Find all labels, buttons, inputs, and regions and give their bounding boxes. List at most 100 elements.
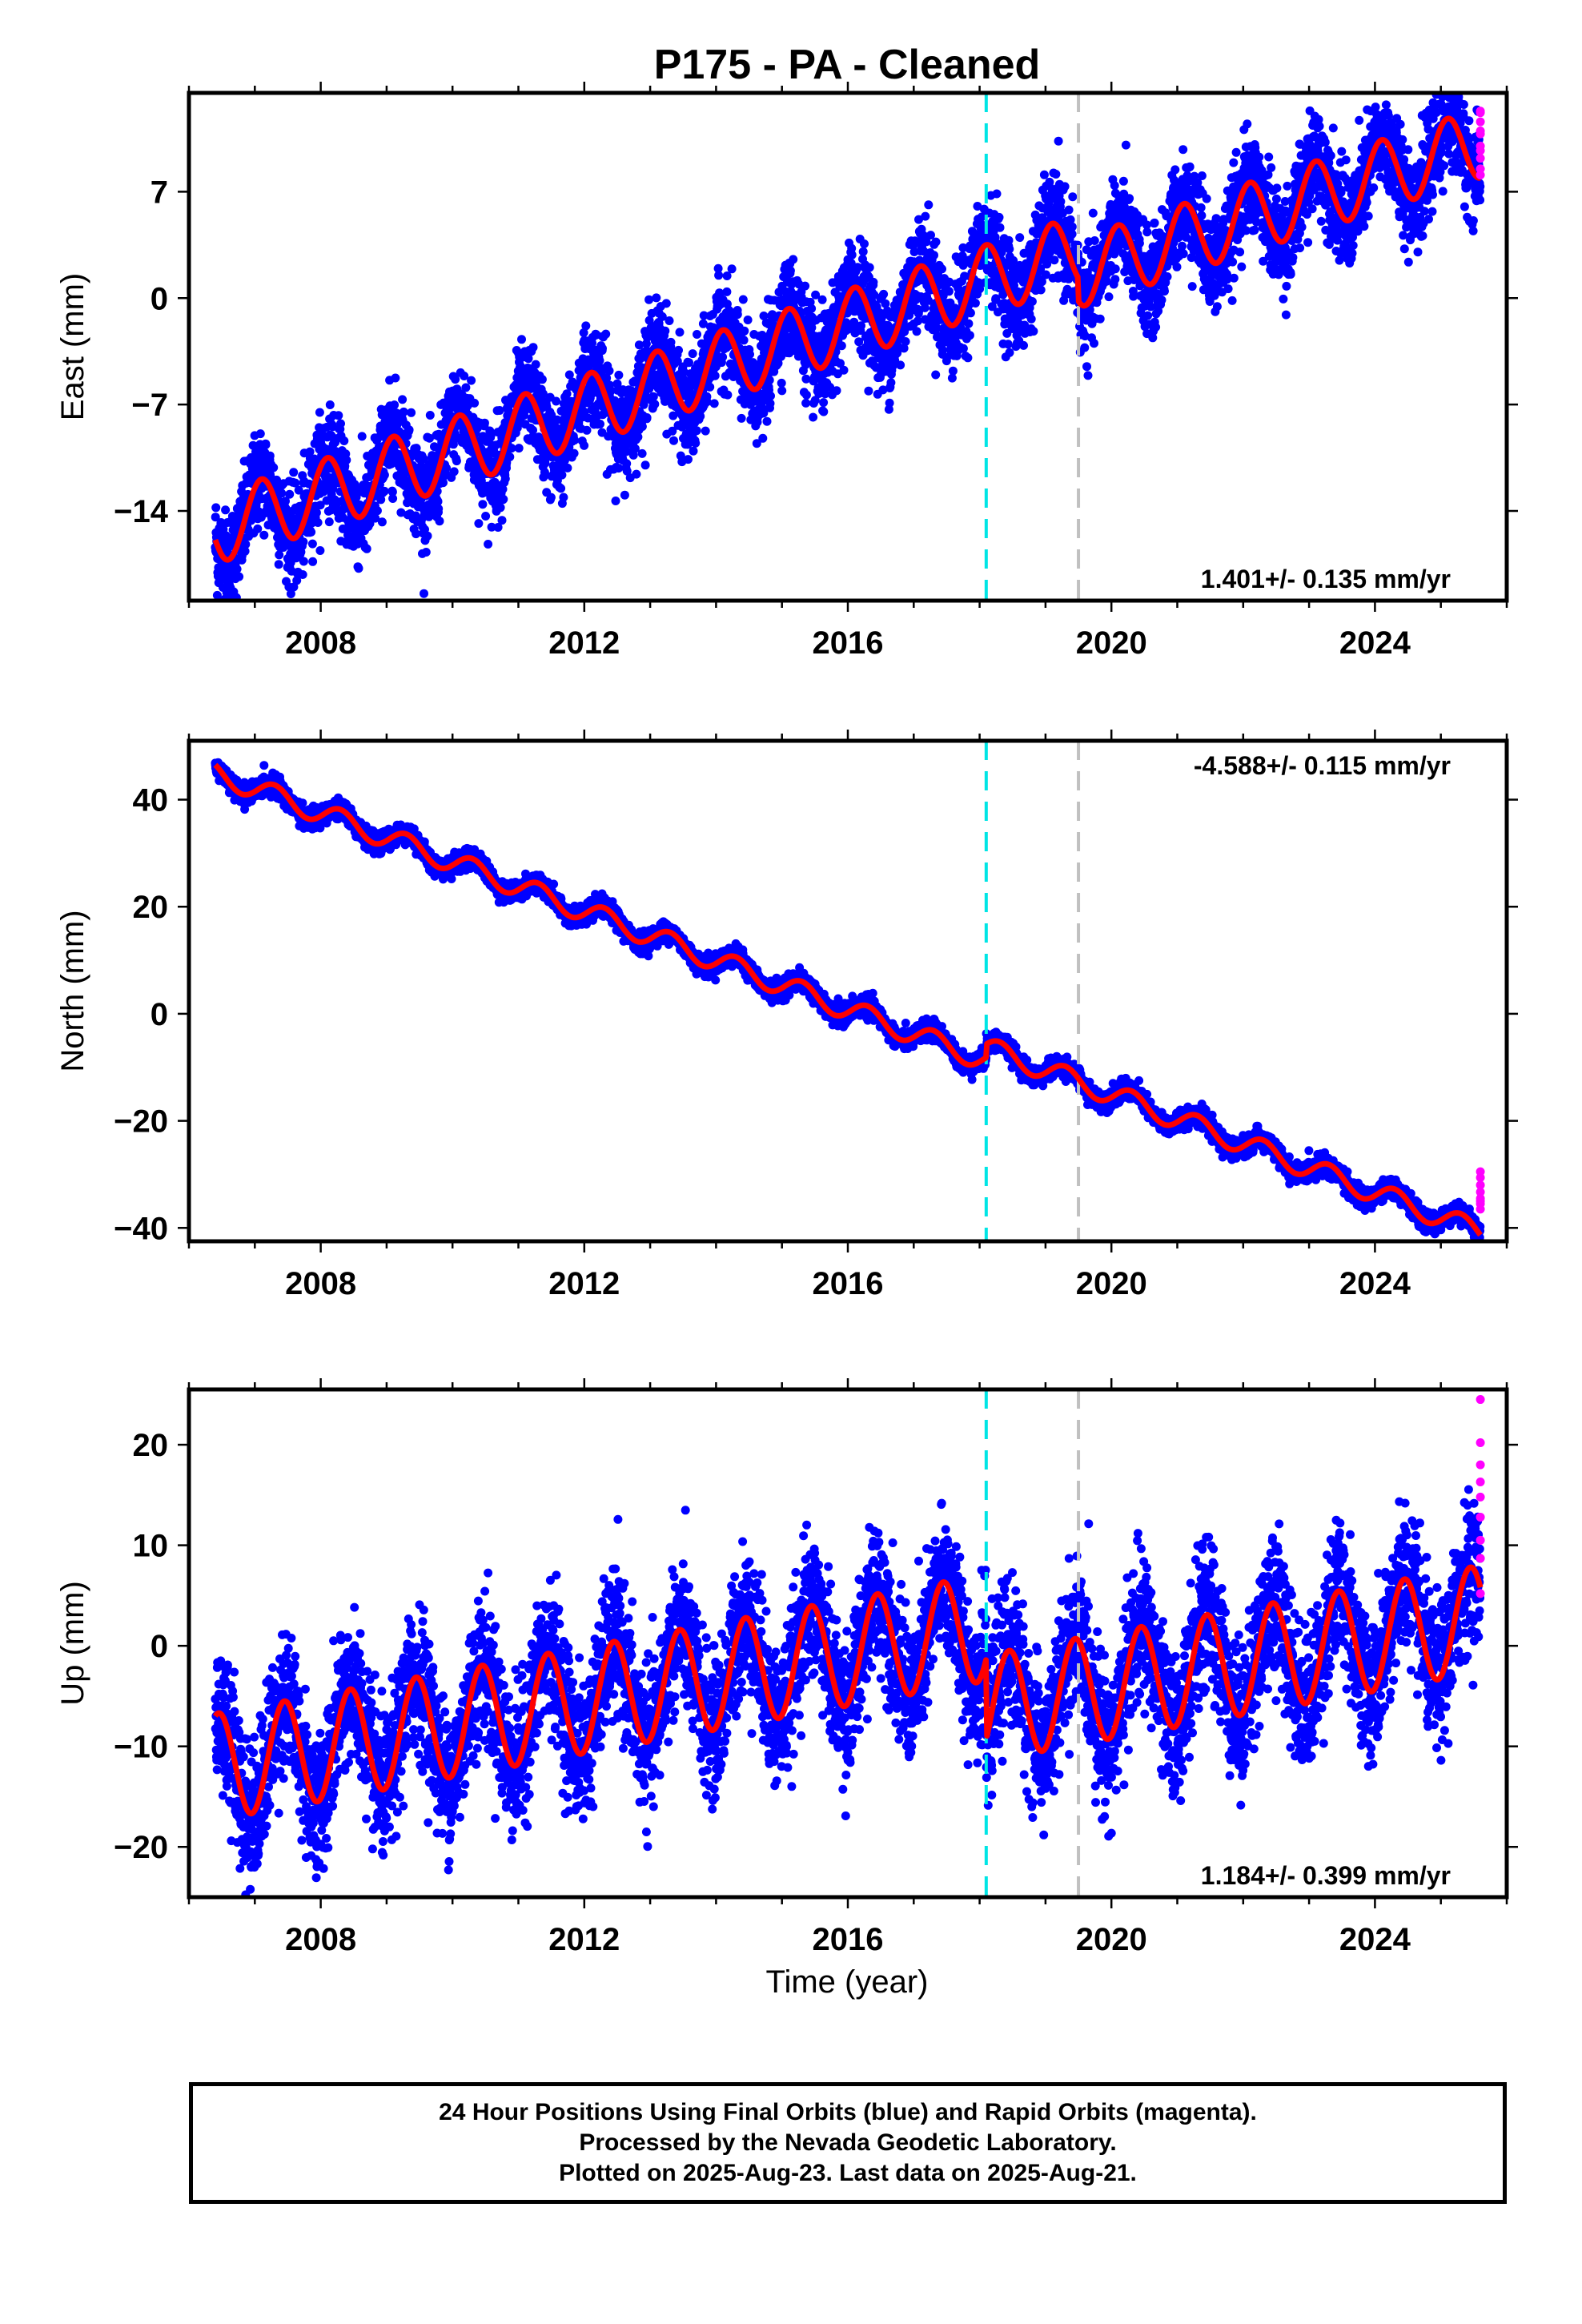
east-data-point <box>528 425 537 435</box>
east-data-point <box>1104 292 1114 302</box>
east-data-point <box>315 408 324 417</box>
east-data-point <box>493 523 503 532</box>
east-data-point <box>817 295 827 304</box>
east-data-point <box>1187 282 1197 292</box>
east-data-point <box>789 255 798 264</box>
east-data-point <box>648 392 658 401</box>
east-data-point <box>944 287 954 296</box>
east-data-point <box>1005 244 1014 254</box>
east-data-point <box>674 345 683 355</box>
east-data-point <box>313 518 323 527</box>
east-data-point <box>496 503 505 513</box>
east-data-point <box>315 501 325 510</box>
east-data-point <box>285 489 295 499</box>
east-data-point <box>853 263 862 272</box>
east-data-point <box>517 335 526 344</box>
east-data-point <box>689 446 698 456</box>
east-data-point <box>705 382 715 392</box>
east-data-point <box>298 570 307 579</box>
east-data-point <box>668 426 677 436</box>
east-data-point <box>371 513 380 523</box>
east-data-point <box>759 408 769 418</box>
east-data-point <box>1005 348 1014 357</box>
east-final-orbit-points <box>211 93 1485 625</box>
east-data-point <box>307 539 317 549</box>
east-data-point <box>211 503 221 513</box>
east-data-point <box>1067 222 1077 231</box>
east-data-point <box>602 373 612 383</box>
east-data-point <box>311 508 321 517</box>
east-data-point <box>630 444 640 453</box>
east-data-point <box>439 478 448 488</box>
east-data-point <box>693 330 701 339</box>
east-data-point <box>642 413 652 422</box>
east-data-point <box>1178 145 1188 155</box>
east-data-point <box>240 546 250 556</box>
east-data-point <box>342 456 351 464</box>
east-data-point <box>801 281 810 291</box>
east-data-point <box>839 365 849 375</box>
east-data-point <box>685 358 693 368</box>
east-data-point <box>275 550 284 560</box>
east-data-point <box>995 223 1005 232</box>
east-data-point <box>569 448 579 458</box>
east-data-point <box>869 277 878 287</box>
east-data-point <box>1015 233 1025 243</box>
east-data-point <box>1170 165 1180 175</box>
east-data-point <box>253 524 263 533</box>
east-data-point <box>1121 140 1130 150</box>
east-data-point <box>388 494 398 503</box>
east-data-point <box>474 519 484 529</box>
east-data-point <box>702 397 712 407</box>
east-data-point <box>740 326 749 336</box>
east-data-point <box>762 416 772 426</box>
east-data-point <box>291 478 300 488</box>
east-data-point <box>537 375 547 384</box>
east-data-point <box>432 487 442 496</box>
east-data-point <box>219 616 227 625</box>
east-data-point <box>1196 203 1206 212</box>
east-data-point <box>500 474 510 484</box>
east-data-point <box>1050 255 1059 265</box>
east-data-point <box>1110 275 1120 284</box>
east-data-point <box>435 517 444 526</box>
east-data-point <box>621 447 631 456</box>
east-data-point <box>661 326 670 336</box>
east-data-point <box>596 420 604 428</box>
east-data-point <box>650 400 660 409</box>
east-data-point <box>692 426 701 436</box>
east-data-point <box>1045 177 1054 187</box>
east-data-point <box>1197 211 1207 220</box>
east-data-point <box>752 439 761 448</box>
east-data-point <box>1039 170 1049 179</box>
east-data-point <box>688 349 697 359</box>
east-data-point <box>449 467 459 476</box>
east-data-point <box>901 337 910 346</box>
east-data-point <box>698 319 708 328</box>
east-data-point <box>931 370 941 380</box>
east-data-point <box>580 440 589 450</box>
east-data-point <box>1178 241 1186 251</box>
east-data-point <box>1080 343 1090 352</box>
east-data-point <box>579 328 588 337</box>
east-data-point <box>1110 264 1120 274</box>
east-data-point <box>819 398 829 408</box>
east-data-point <box>819 407 829 416</box>
east-data-point <box>777 386 787 396</box>
east-data-point <box>452 456 461 466</box>
east-data-point <box>461 383 471 392</box>
east-data-point <box>1026 314 1036 324</box>
east-plot-area <box>211 93 1485 625</box>
east-data-point <box>612 379 622 388</box>
east-data-point <box>1068 192 1078 202</box>
east-data-point <box>801 390 811 400</box>
east-data-point <box>357 432 367 441</box>
east-data-point <box>325 400 335 409</box>
east-data-point <box>759 312 769 320</box>
east-data-point <box>1056 197 1066 207</box>
east-data-point <box>912 327 921 336</box>
east-data-point <box>847 250 857 259</box>
east-data-point <box>259 530 269 540</box>
east-data-point <box>1172 262 1182 271</box>
east-data-point <box>294 485 303 495</box>
